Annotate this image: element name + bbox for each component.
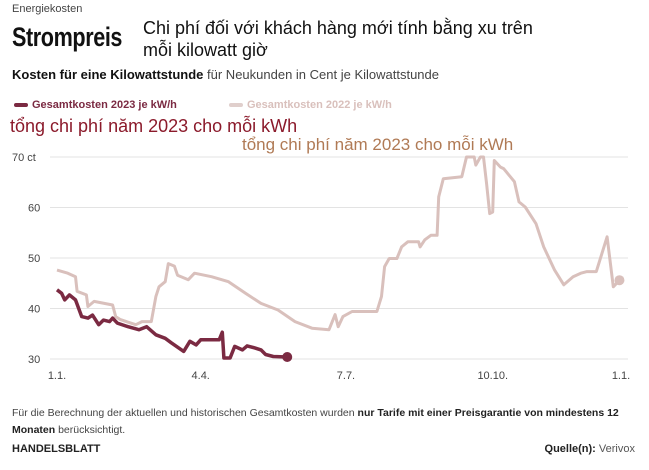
line-chart: 70 ct 60 50 40 30 1.1. 4.4. 7.7. 10.10. 1.1. [12, 152, 630, 382]
footnote-a: Für die Berechnung der aktuellen und his… [12, 407, 358, 419]
footnote-b: berücksichtigt. [55, 424, 126, 436]
subtitle-bold: Kosten für eine Kilowattstunde [12, 67, 204, 82]
x-tick-label: 4.4. [192, 370, 210, 382]
y-tick-label: 60 [28, 203, 40, 215]
legend-item-2022[interactable]: Gesamtkosten 2022 je kW/h [229, 99, 392, 111]
chart-title: Strompreis [12, 22, 123, 52]
subtitle-rest: für Neukunden in Cent je Kilowattstunde [203, 67, 439, 82]
title-translation: Chi phí đối với khách hàng mới tính bằng… [143, 18, 533, 60]
y-tick-label: 40 [28, 304, 40, 316]
x-tick-label: 1.1. [48, 370, 66, 382]
x-tick-label: 7.7. [337, 370, 355, 382]
series-line-2022 [56, 155, 621, 332]
annotation-2023: tổng chi phí năm 2023 cho mỗi kWh [10, 116, 298, 136]
source-label: Quelle(n): [544, 443, 596, 455]
kicker: Energiekosten [12, 3, 83, 15]
footnote: Für die Berechnung der aktuellen und his… [12, 405, 642, 439]
legend-item-2023[interactable]: Gesamtkosten 2023 je kW/h [14, 99, 177, 111]
y-tick-label: 30 [28, 354, 40, 366]
source-value[interactable]: Verivox [595, 443, 635, 455]
annotation-2022: tổng chi phí năm 2023 cho mỗi kWh [242, 135, 514, 154]
y-tick-label: 70 ct [12, 152, 36, 164]
series-end-dot-2022 [614, 275, 625, 286]
footnote-bold: nur Tarife mit einer Preisgarantie von m… [12, 407, 619, 436]
x-tick-label: 10.10. [477, 370, 508, 382]
brand-label: HANDELSBLATT [12, 443, 101, 455]
x-tick-label: 1.1. [612, 370, 630, 382]
series-end-dot-2023 [282, 351, 293, 362]
legend-swatch-2023 [14, 103, 28, 107]
legend-label-2023: Gesamtkosten 2023 je kW/h [32, 99, 177, 111]
source: Quelle(n): Verivox [545, 443, 635, 455]
y-tick-label: 50 [28, 253, 40, 265]
legend-label-2022: Gesamtkosten 2022 je kW/h [247, 99, 392, 111]
legend-swatch-2022 [229, 103, 243, 107]
series-line-2023 [55, 288, 288, 360]
chart-subtitle: Kosten für eine Kilowattstunde für Neuku… [12, 67, 439, 82]
